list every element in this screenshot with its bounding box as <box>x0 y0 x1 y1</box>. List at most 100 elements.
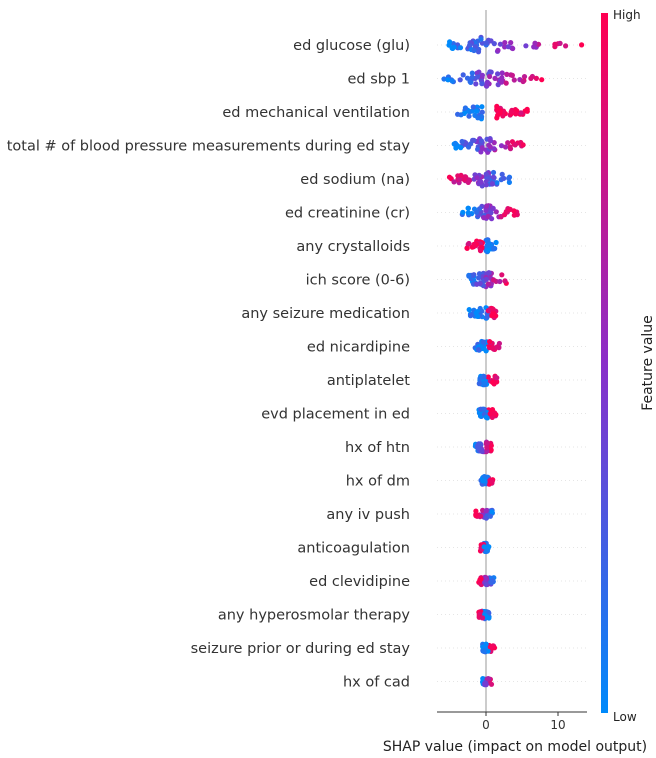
shap-point <box>495 47 501 54</box>
shap-point <box>483 614 490 620</box>
feature-label: ed sodium (na) <box>300 172 410 188</box>
shap-point <box>483 171 489 177</box>
feature-label: ed nicardipine <box>307 340 410 356</box>
shap-point <box>489 181 495 187</box>
shap-point <box>493 239 499 246</box>
feature-label: any iv push <box>326 507 410 523</box>
shap-point <box>490 306 496 312</box>
shap-point <box>473 81 479 87</box>
shap-point <box>480 478 487 484</box>
shap-point <box>477 248 484 254</box>
shap-point <box>489 216 495 222</box>
shap-point <box>474 74 481 80</box>
shap-point <box>471 241 477 247</box>
shap-point <box>471 137 477 143</box>
shap-point <box>495 71 501 77</box>
shap-point <box>479 615 486 621</box>
shap-point <box>481 374 487 380</box>
shap-point <box>506 179 512 185</box>
shap-point <box>498 143 505 149</box>
shap-point <box>483 508 489 514</box>
shap-point <box>499 75 505 81</box>
shap-point <box>490 174 497 180</box>
shap-point <box>507 206 513 212</box>
shap-point <box>477 413 484 419</box>
shap-point <box>481 215 487 221</box>
feature-labels: ed glucose (glu) ed sbp 1 ed mechanical ve… <box>7 38 411 691</box>
shap-point <box>451 179 457 185</box>
shap-point <box>475 445 481 451</box>
shap-point <box>483 581 489 588</box>
shap-point <box>485 648 491 654</box>
feature-label: hx of dm <box>346 474 410 490</box>
feature-label: any seizure medication <box>241 306 410 322</box>
shap-point <box>494 344 500 350</box>
shap-point <box>465 241 471 247</box>
shap-point <box>485 374 491 380</box>
shap-point <box>503 144 509 150</box>
colorbar-gradient <box>601 13 608 713</box>
shap-point <box>474 70 480 76</box>
shap-point <box>499 70 505 76</box>
shap-point <box>508 40 514 46</box>
shap-point <box>480 339 487 345</box>
shap-point <box>481 380 487 386</box>
feature-label: evd placement in ed <box>261 407 410 423</box>
shap-point <box>478 36 484 42</box>
shap-point <box>449 78 455 84</box>
feature-label: ich score (0-6) <box>306 273 410 289</box>
shap-point <box>510 45 516 52</box>
shap-point <box>476 275 482 281</box>
shap-point <box>483 207 489 213</box>
x-axis-title: SHAP value (impact on model output) <box>383 739 647 755</box>
shap-point <box>489 643 495 650</box>
shap-point <box>483 414 489 420</box>
shap-point <box>489 407 496 413</box>
shap-point <box>475 49 482 55</box>
shap-point <box>479 104 485 110</box>
shap-point <box>481 474 487 480</box>
shap-point <box>481 648 487 654</box>
shap-point <box>485 281 491 287</box>
shap-point <box>465 205 471 211</box>
shap-point <box>476 271 483 277</box>
shap-point <box>512 142 518 148</box>
shap-point <box>497 41 503 47</box>
shap-point <box>453 145 459 151</box>
shap-point <box>484 314 490 320</box>
shap-point <box>487 144 493 150</box>
shap-point <box>485 238 491 244</box>
shap-point <box>505 140 511 146</box>
shap-point <box>552 41 558 48</box>
shap-point <box>464 75 471 81</box>
shap-point <box>491 410 497 417</box>
x-tick-label: 0 <box>482 718 490 732</box>
shap-point <box>508 109 514 115</box>
shap-point <box>475 115 481 121</box>
feature-label: anticoagulation <box>297 541 410 557</box>
shap-point <box>487 339 493 345</box>
shap-point <box>441 76 447 82</box>
shap-point <box>477 281 483 287</box>
feature-label: any crystalloids <box>296 239 410 255</box>
shap-point <box>557 40 563 47</box>
shap-point <box>479 145 485 151</box>
shap-point <box>478 138 484 144</box>
feature-label: any hyperosmolar therapy <box>218 608 411 624</box>
shap-point <box>481 406 487 412</box>
shap-point <box>478 576 484 582</box>
shap-point <box>509 72 515 78</box>
shap-point <box>497 278 503 285</box>
shap-point <box>478 448 485 454</box>
shap-point <box>487 73 493 80</box>
feature-label: ed creatinine (cr) <box>285 206 410 222</box>
shap-point <box>490 245 496 251</box>
shap-point <box>486 610 492 616</box>
shap-point <box>487 411 493 417</box>
shap-point <box>489 578 495 584</box>
shap-point <box>474 108 480 114</box>
shap-point <box>475 313 481 319</box>
shap-point <box>563 43 569 49</box>
shap-point <box>491 41 497 47</box>
shap-point <box>504 71 510 77</box>
